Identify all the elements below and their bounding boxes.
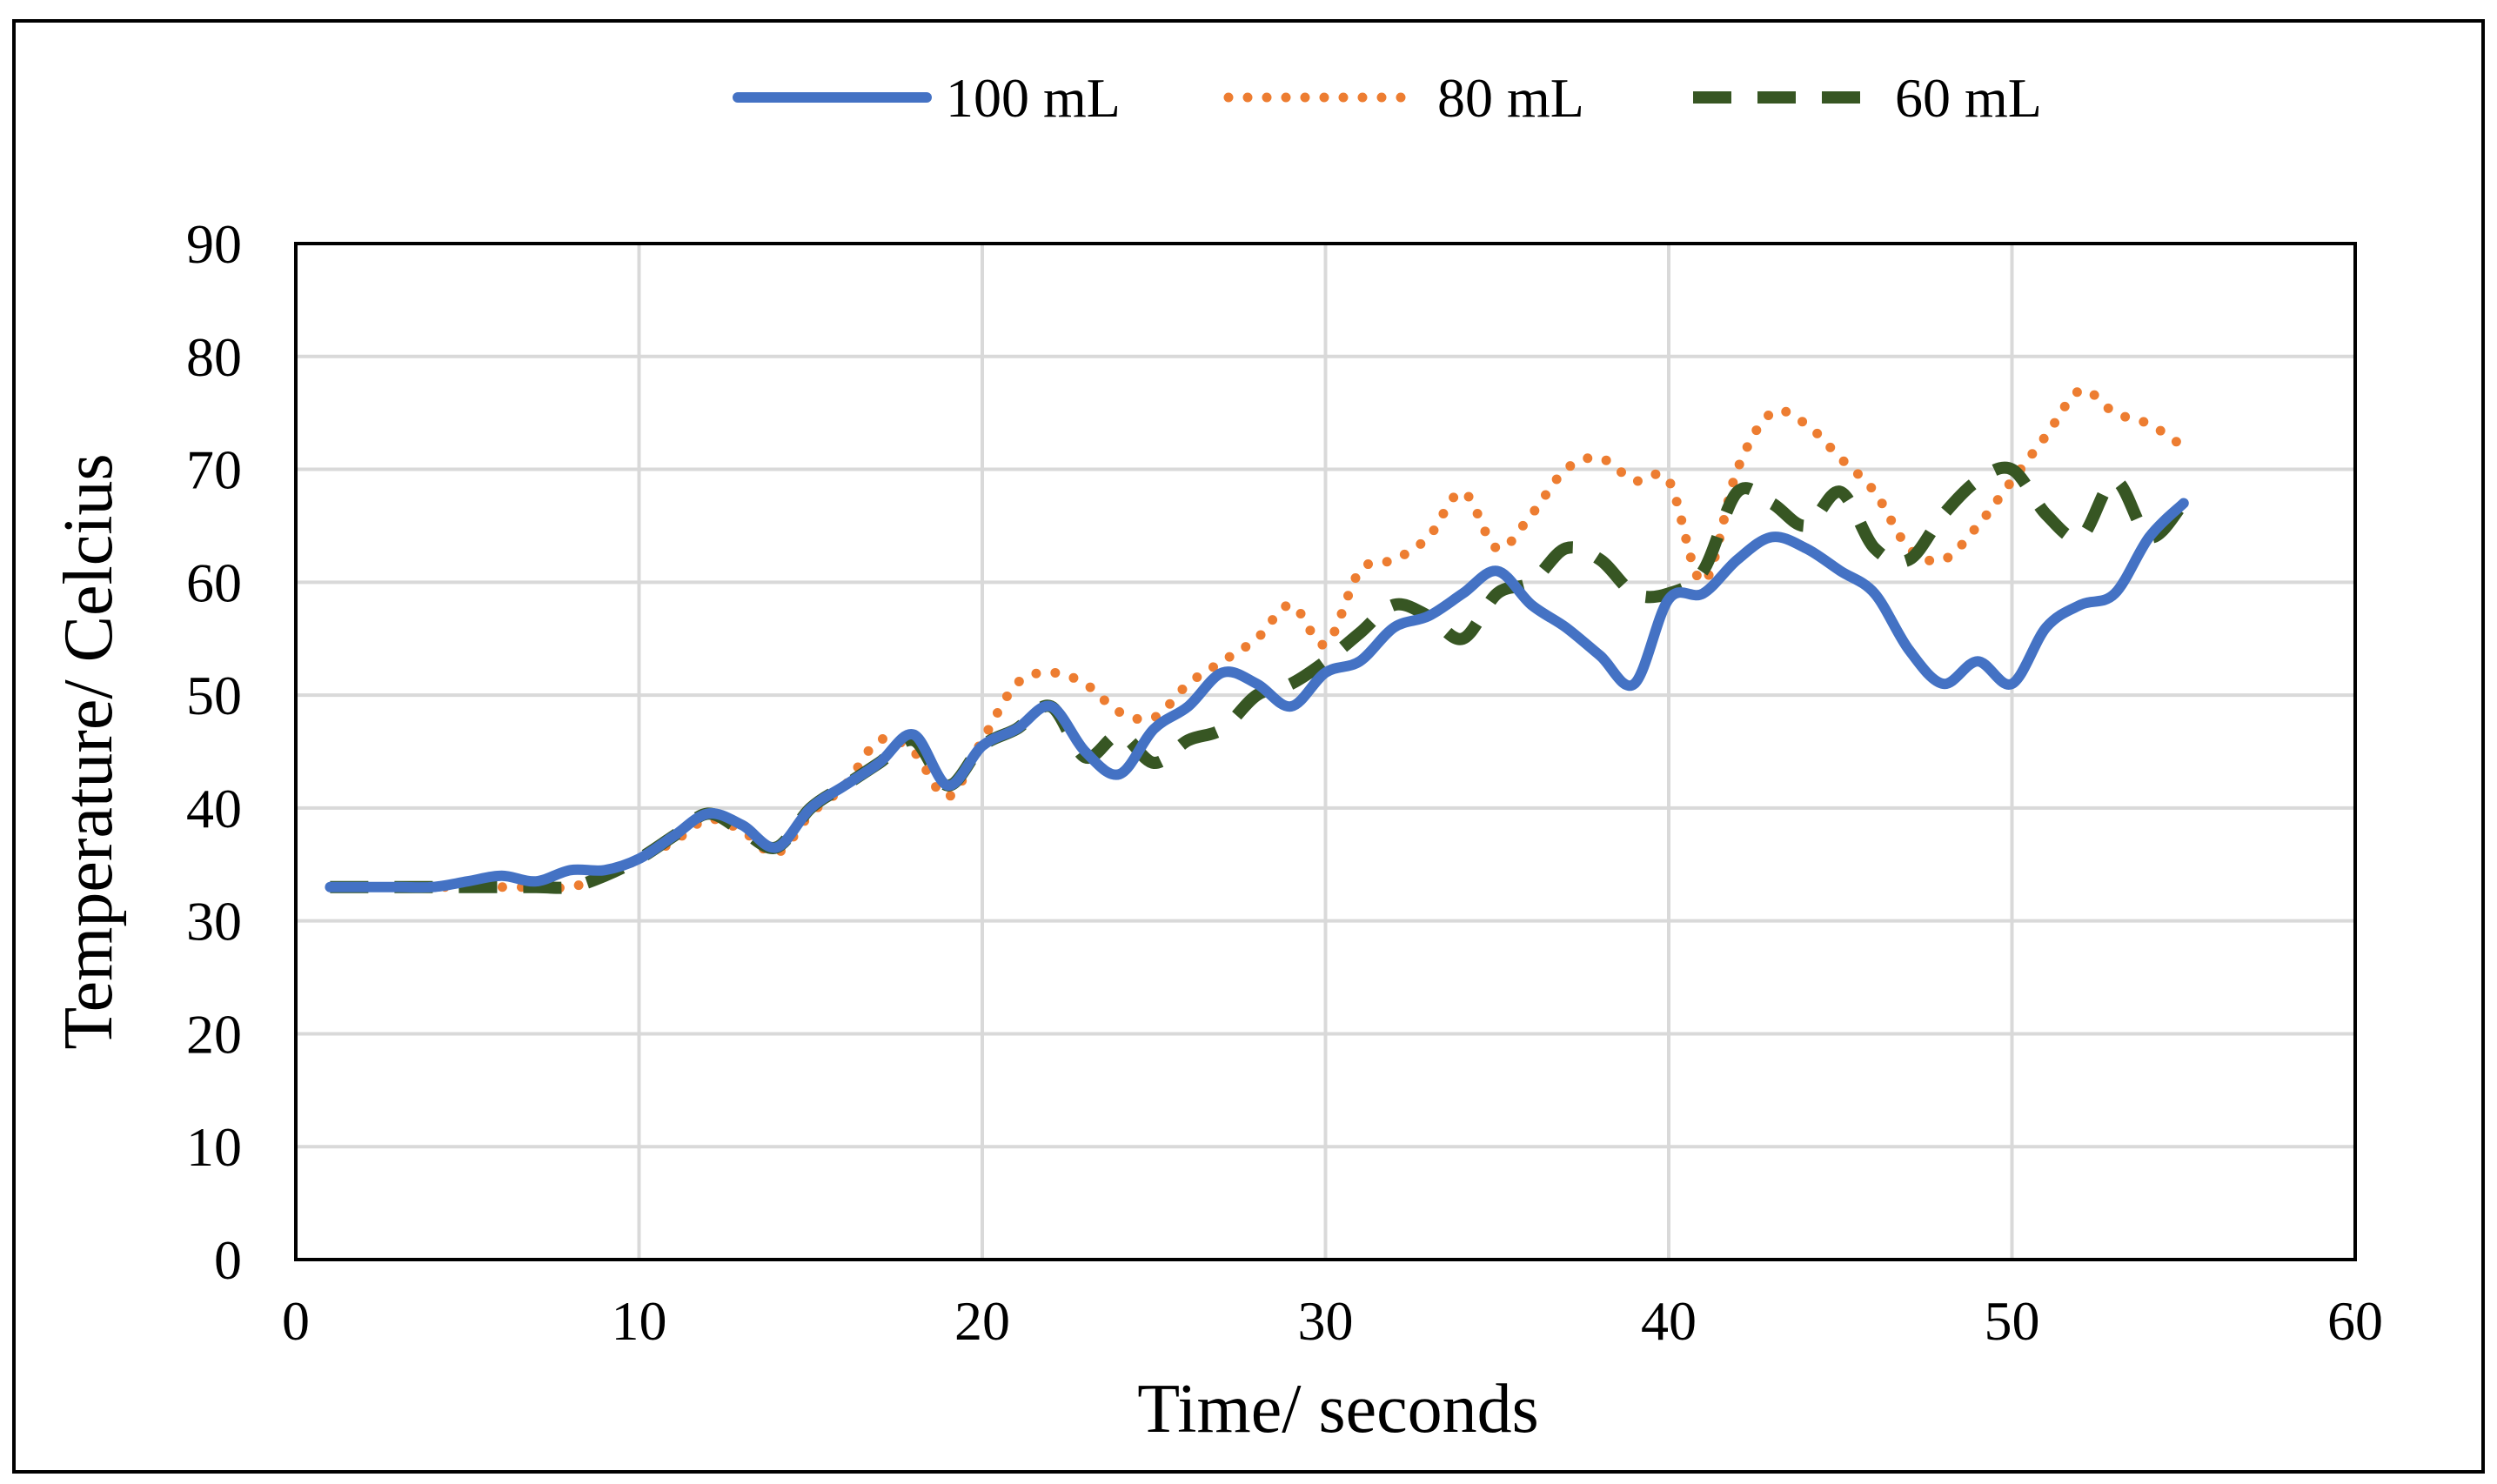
y-tick-label-40: 40 [186, 778, 242, 839]
legend-label-60ml: 60 mL [1895, 67, 2042, 129]
legend-entry-60ml: 60 mL [1693, 67, 2042, 129]
legend-entry-100ml: 100 mL [733, 67, 1121, 129]
chart-frame [12, 19, 2485, 1474]
legend-entry-80ml: 80 mL [1223, 67, 1584, 129]
legend-label-80ml: 80 mL [1437, 67, 1584, 129]
plot-area-border [294, 242, 2357, 1261]
y-tick-label-60: 60 [186, 551, 242, 613]
series-lines [325, 384, 2189, 894]
series-line-80ml [325, 384, 2189, 893]
legend: 100 mL 80 mL 60 mL [733, 67, 2042, 129]
y-tick-label-30: 30 [186, 891, 242, 953]
x-tick-labels: 0 10 20 30 40 50 60 [282, 1290, 2383, 1352]
x-tick-label-0: 0 [282, 1290, 310, 1352]
y-tick-label-20: 20 [186, 1003, 242, 1065]
y-tick-label-80: 80 [186, 326, 242, 388]
series-line-100ml [325, 498, 2189, 893]
y-tick-label-90: 90 [186, 213, 242, 275]
gridlines [296, 244, 2355, 1260]
x-tick-label-20: 20 [954, 1290, 1010, 1352]
x-tick-label-40: 40 [1641, 1290, 1697, 1352]
x-tick-label-30: 30 [1298, 1290, 1354, 1352]
x-tick-label-10: 10 [612, 1290, 667, 1352]
y-axis-label: Temperature/ Celcius [50, 453, 127, 1049]
y-tick-labels: 0 10 20 30 40 50 60 70 80 90 [186, 213, 242, 1291]
x-tick-label-60: 60 [2327, 1290, 2383, 1352]
x-axis-label: Time/ seconds [1137, 1371, 1539, 1447]
y-tick-label-0: 0 [214, 1229, 242, 1291]
y-tick-label-50: 50 [186, 665, 242, 726]
legend-label-100ml: 100 mL [946, 67, 1121, 129]
x-tick-label-50: 50 [1985, 1290, 2040, 1352]
y-tick-label-10: 10 [186, 1116, 242, 1178]
y-tick-label-70: 70 [186, 439, 242, 501]
